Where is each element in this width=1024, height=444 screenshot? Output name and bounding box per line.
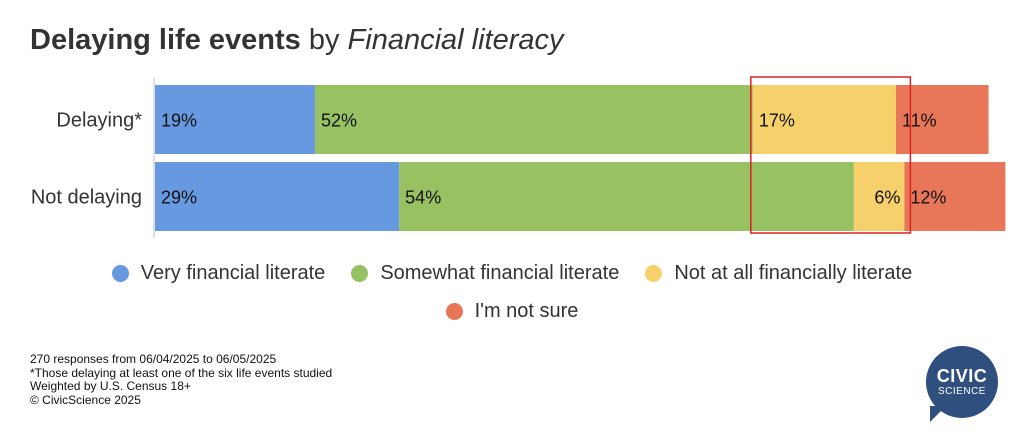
category-label: Not delaying — [31, 187, 142, 209]
legend-label: Not at all financially literate — [674, 262, 913, 284]
bar-segment — [752, 85, 896, 154]
data-label: 17% — [759, 111, 795, 131]
category-label: Delaying* — [56, 110, 142, 132]
logo-text-civic: CIVIC — [936, 365, 988, 386]
legend-swatch — [351, 265, 369, 282]
title-dimension: Financial literacy — [347, 24, 564, 56]
data-label: 12% — [910, 188, 946, 208]
legend-label: Very financial literate — [140, 262, 326, 284]
legend-item-not-sure: I'm not sure — [445, 300, 579, 323]
data-label: 52% — [321, 111, 357, 131]
legend-row-1: Very financial literate Somewhat financi… — [0, 262, 1024, 285]
bar-segment — [853, 162, 905, 231]
data-label: 29% — [161, 188, 197, 208]
footnote-definition: *Those delaying at least one of the six … — [30, 365, 333, 380]
bar-segment — [895, 85, 989, 154]
civicscience-logo: CIVIC SCIENCE — [926, 346, 998, 422]
legend-item-not-literate: Not at all financially literate — [645, 262, 912, 285]
logo-text-science: SCIENCE — [938, 385, 986, 397]
data-label: 6% — [874, 188, 900, 208]
legend: Very financial literate Somewhat financi… — [0, 262, 1024, 338]
chart-title: Delaying life events by Financial litera… — [30, 24, 564, 57]
legend-item-somewhat-literate: Somewhat financial literate — [351, 262, 619, 285]
legend-swatch — [645, 265, 663, 282]
title-connector: by — [300, 24, 348, 56]
legend-label: I'm not sure — [474, 300, 579, 322]
bar-segment — [155, 162, 400, 231]
legend-swatch — [111, 265, 129, 282]
footnote-weighting: Weighted by U.S. Census 18+ — [30, 379, 191, 393]
legend-swatch — [445, 303, 463, 320]
legend-row-2: I'm not sure — [0, 300, 1024, 323]
bar-segment — [904, 162, 1006, 231]
data-label: 54% — [405, 188, 441, 208]
legend-label: Somewhat financial literate — [380, 262, 620, 284]
stacked-bar-chart: Delaying* 19% 52% 17% 11% Not delaying 29% 54% 6… — [31, 76, 1006, 238]
footnote-copyright: © CivicScience 2025 — [30, 392, 141, 407]
logo-speech-tail — [930, 406, 946, 422]
highlight-box — [750, 76, 912, 234]
bar-segment — [399, 162, 854, 231]
data-label: 19% — [161, 111, 197, 131]
legend-item-very-literate: Very financial literate — [111, 262, 326, 285]
footnotes: 270 responses from 06/04/2025 to 06/05/2… — [30, 352, 333, 407]
bar-segment — [155, 85, 315, 154]
data-label: 11% — [902, 111, 937, 131]
title-main: Delaying life events — [30, 24, 301, 56]
footnote-responses: 270 responses from 06/04/2025 to 06/05/2… — [30, 352, 277, 366]
bar-segment — [314, 85, 753, 154]
